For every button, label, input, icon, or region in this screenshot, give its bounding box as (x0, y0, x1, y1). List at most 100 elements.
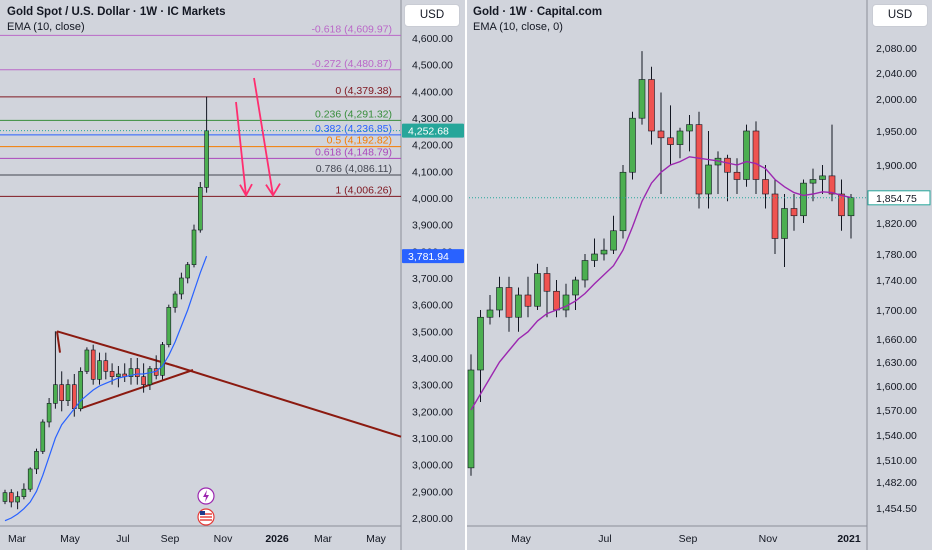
candle-body[interactable] (553, 290, 560, 311)
y-axis-tick-label: 3,700.00 (412, 273, 453, 285)
pane-divider[interactable] (465, 0, 467, 550)
candle-body[interactable] (191, 229, 197, 265)
candle-body[interactable] (819, 175, 826, 180)
triangle-lower-line[interactable] (79, 369, 194, 410)
candle-body[interactable] (534, 273, 541, 307)
right-chart-pane[interactable]: 1,454.50 1,482.00 1,510.00 1,540.00 1,570.00… (466, 0, 932, 550)
price-tag[interactable] (402, 123, 464, 138)
candle-body[interactable] (90, 349, 96, 380)
price-tag[interactable] (867, 190, 931, 206)
candle-body[interactable] (34, 451, 39, 470)
candle-body[interactable] (109, 371, 115, 377)
candle-body[interactable] (667, 137, 674, 145)
candle-body[interactable] (505, 287, 513, 318)
candle-body[interactable] (752, 130, 760, 180)
candle-body[interactable] (185, 264, 190, 279)
candle-body[interactable] (84, 349, 90, 372)
candle-body[interactable] (572, 279, 579, 296)
candle-body[interactable] (847, 197, 855, 217)
candle-body[interactable] (790, 208, 798, 217)
arrow-line[interactable] (235, 101, 247, 196)
right-chart-indicator[interactable]: EMA (10, close, 0) (473, 21, 563, 33)
candle-body[interactable] (116, 373, 121, 377)
candle-body[interactable] (610, 230, 617, 251)
candle-body[interactable] (53, 384, 58, 404)
fib-level-label: 0.5 (4,192.82) (327, 135, 392, 147)
candle-body[interactable] (27, 468, 33, 490)
candle-body[interactable] (543, 273, 551, 292)
candle-body[interactable] (172, 293, 178, 308)
candle-body[interactable] (515, 294, 522, 318)
candle-body[interactable] (591, 253, 598, 261)
left-chart-canvas[interactable]: -0.618 (4,609.97) -0.272 (4,480.87) 0 (4,3… (0, 0, 466, 550)
candle-body[interactable] (600, 249, 608, 255)
x-axis-tick-label: Mar (314, 533, 333, 545)
candle-body[interactable] (103, 360, 109, 372)
candle-body[interactable] (128, 368, 134, 377)
candle-body[interactable] (160, 344, 165, 376)
candle-body[interactable] (743, 130, 750, 180)
left-currency-button[interactable]: USD (404, 4, 460, 27)
candle-body[interactable] (40, 421, 46, 452)
candle-body[interactable] (21, 488, 27, 497)
candle-body[interactable] (676, 130, 684, 145)
candle-body[interactable] (166, 307, 172, 345)
candle-body[interactable] (78, 371, 83, 409)
ema-line[interactable] (4, 255, 208, 522)
candle-body[interactable] (15, 496, 20, 503)
candle-body[interactable] (724, 157, 731, 173)
candle-body[interactable] (467, 369, 475, 469)
x-axis-tick-label: 2026 (265, 533, 289, 545)
candle-body[interactable] (147, 368, 153, 385)
candle-body[interactable] (524, 294, 532, 307)
candle-body[interactable] (695, 124, 703, 195)
triangle-upper-extension[interactable] (174, 365, 402, 438)
y-axis-tick-label: 1,820.00 (876, 218, 917, 230)
right-chart-canvas[interactable]: 1,454.50 1,482.00 1,510.00 1,540.00 1,570.00… (466, 0, 932, 550)
candle-body[interactable] (657, 130, 665, 139)
ema-line[interactable] (470, 156, 852, 411)
candle-body[interactable] (135, 368, 140, 377)
candle-body[interactable] (838, 193, 845, 217)
triangle-upper-line[interactable] (56, 330, 176, 367)
candle-body[interactable] (686, 124, 693, 132)
candle-body[interactable] (9, 492, 14, 503)
candle-body[interactable] (733, 171, 741, 180)
right-currency-button[interactable]: USD (872, 4, 928, 27)
candle-body[interactable] (809, 179, 817, 184)
candle-body[interactable] (141, 376, 146, 385)
candle-body[interactable] (477, 316, 484, 371)
left-chart-indicator[interactable]: EMA (10, close) (7, 21, 85, 33)
candle-body[interactable] (562, 294, 570, 311)
candle-body[interactable] (59, 384, 65, 401)
candle-body[interactable] (629, 117, 636, 173)
candle-body[interactable] (771, 193, 779, 239)
candle-body[interactable] (800, 182, 807, 217)
y-axis-tick-label: 2,040.00 (876, 68, 917, 80)
right-price-axis[interactable] (867, 0, 932, 550)
candle-body[interactable] (496, 287, 503, 311)
x-axis-tick-label: Nov (759, 533, 778, 545)
left-chart-pane[interactable]: -0.618 (4,609.97) -0.272 (4,480.87) 0 (4,3… (0, 0, 466, 550)
candle-body[interactable] (581, 260, 589, 281)
candle-body[interactable] (46, 403, 52, 423)
candle-body[interactable] (619, 171, 627, 232)
triangle-left-edge[interactable] (56, 331, 61, 353)
candle-body[interactable] (97, 360, 102, 380)
arrow-line[interactable] (253, 77, 274, 196)
candle-body[interactable] (781, 208, 788, 239)
candle-body[interactable] (2, 492, 8, 502)
candle-body[interactable] (72, 384, 77, 409)
candle-body[interactable] (705, 164, 712, 195)
left-price-axis[interactable] (401, 0, 466, 550)
candle-body[interactable] (762, 179, 769, 195)
candle-body[interactable] (638, 79, 646, 119)
candle-body[interactable] (828, 175, 836, 195)
candle-body[interactable] (204, 130, 209, 188)
candle-body[interactable] (648, 79, 655, 132)
price-tag[interactable] (402, 249, 464, 264)
candle-body[interactable] (198, 187, 203, 231)
candle-body[interactable] (65, 384, 71, 401)
candle-body[interactable] (179, 277, 184, 295)
candle-body[interactable] (486, 309, 494, 318)
